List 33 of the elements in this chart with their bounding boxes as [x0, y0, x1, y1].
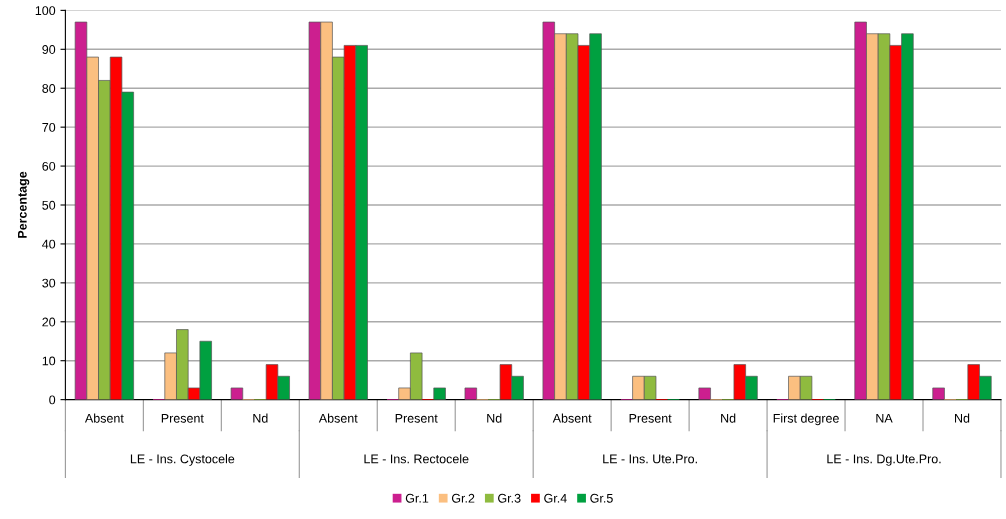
- legend-label: Gr.2: [451, 493, 475, 503]
- y-tick-label: 20: [42, 317, 56, 327]
- y-tick-label: 100: [35, 6, 56, 16]
- y-tick-label: 90: [42, 45, 56, 54]
- x-tick-label: Absent: [552, 413, 592, 423]
- y-tick-label: 40: [42, 239, 56, 249]
- x-tick-label: Present: [161, 413, 204, 423]
- x-tick-label: Nd: [721, 413, 736, 423]
- y-tick-label: 10: [42, 356, 56, 366]
- y-tick-label: 70: [42, 122, 56, 132]
- x-tick-label: First degree: [773, 413, 839, 426]
- y-tick-label: 30: [42, 278, 56, 288]
- legend-label: Gr.4: [544, 493, 567, 503]
- y-tick-label: 0: [49, 395, 56, 405]
- text: LE - Ins. Ute.Pro.: [603, 454, 697, 464]
- x-tick-label: Absent: [318, 413, 358, 423]
- x-tick-label: NA: [876, 413, 893, 423]
- text: LE - Ins. Cystocele: [130, 454, 235, 466]
- y-tick-label: 80: [42, 84, 56, 93]
- x-tick-label: Absent: [84, 413, 124, 423]
- text: LE - Ins. Rectocele: [364, 454, 469, 464]
- legend-label: Gr.1: [405, 493, 429, 503]
- x-tick-label: Present: [395, 413, 438, 423]
- y-tick-label: 60: [42, 161, 56, 171]
- x-tick-label: Present: [629, 413, 672, 423]
- text: LE - Ins. Dg.Ute.Pro.: [827, 454, 941, 466]
- y-tick-label: 50: [42, 200, 56, 210]
- x-tick-label: Nd: [487, 413, 502, 423]
- legend-label: Gr.5: [590, 493, 613, 503]
- y-axis-title: Percentage: [18, 171, 30, 238]
- x-tick-label: Nd: [253, 413, 268, 423]
- x-tick-label: Nd: [955, 413, 970, 423]
- legend-label: Gr.3: [498, 493, 521, 503]
